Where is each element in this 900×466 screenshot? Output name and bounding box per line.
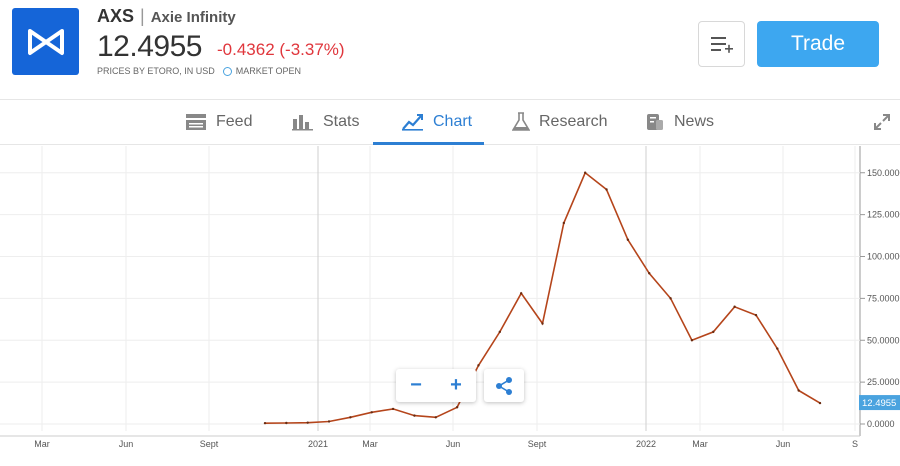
share-button[interactable] (484, 369, 524, 402)
asset-header: AXS | Axie Infinity 12.4955 -0.4362 (-3.37… (0, 0, 900, 100)
price-point (605, 188, 608, 191)
y-tick-label: 150.0000 (867, 168, 900, 178)
price-point (754, 313, 758, 317)
clock-icon (222, 66, 232, 76)
zoom-out-button[interactable]: − (410, 374, 422, 396)
asset-symbol: AXS (97, 6, 135, 26)
stats-icon (292, 115, 313, 131)
chart-icon (402, 114, 423, 131)
title-separator: | (140, 6, 145, 26)
y-tick-label: 25.0000 (867, 377, 900, 387)
x-tick-label: Jun (446, 439, 461, 449)
y-tick-label: 125.0000 (867, 210, 900, 220)
price-point (413, 414, 416, 417)
list-add-icon (710, 37, 733, 53)
news-icon (647, 114, 663, 130)
x-tick-label: Mar (362, 439, 378, 449)
market-status: MARKET OPEN (235, 66, 302, 76)
y-tick-label: 0.0000 (867, 419, 895, 429)
price-point (477, 364, 480, 367)
feed-icon (186, 114, 206, 130)
price-point (349, 416, 352, 419)
tab-stats[interactable]: Stats (292, 100, 359, 144)
tab-news-label: News (674, 113, 715, 130)
tab-chart[interactable]: Chart (402, 100, 472, 144)
x-tick-label: 2022 (636, 439, 656, 449)
price-point (626, 238, 630, 241)
asset-name: Axie Infinity (150, 9, 236, 26)
current-value-label: 12.4955 (862, 398, 896, 409)
tab-news[interactable]: News (645, 100, 714, 144)
price-point (263, 421, 267, 425)
price-chart[interactable]: 0.0000 25.0000 50.0000 75.0000 100.0000 125.0… (0, 146, 900, 461)
price-source-note: PRICES BY ETORO, IN USD (97, 66, 215, 76)
x-tick-label: S (852, 439, 858, 449)
zoom-controls: − + (396, 369, 476, 402)
price-point (797, 389, 800, 392)
x-tick-label: Mar (692, 439, 708, 449)
share-icon (496, 376, 512, 395)
current-value-badge (859, 395, 900, 411)
price-point (776, 347, 779, 350)
flask-icon (512, 112, 530, 131)
price-point (519, 292, 523, 295)
price-point (648, 272, 651, 275)
price-point (818, 401, 822, 405)
tab-chart-label: Chart (433, 113, 473, 130)
tab-research[interactable]: Research (512, 100, 607, 144)
fullscreen-button[interactable] (872, 112, 892, 137)
tab-stats-label: Stats (323, 113, 360, 130)
section-tabs: Feed Stats Chart Research News (0, 100, 900, 145)
price-point (306, 421, 309, 424)
x-tick-label: Jun (119, 439, 134, 449)
price-point (455, 406, 459, 409)
y-tick-label: 75.0000 (867, 293, 900, 303)
zoom-in-button[interactable]: + (450, 374, 462, 396)
price-point (285, 421, 288, 425)
price-point (562, 221, 566, 225)
x-tick-label: 2021 (308, 439, 328, 449)
price-point (690, 339, 694, 342)
asset-price: 12.4955 (97, 30, 202, 63)
active-tab-indicator (373, 142, 484, 145)
price-point (583, 171, 587, 174)
expand-icon (874, 114, 890, 130)
trade-button[interactable]: Trade (757, 21, 879, 67)
tab-research-label: Research (539, 113, 608, 130)
price-point (327, 420, 331, 423)
y-tick-label: 100.0000 (867, 252, 900, 262)
x-tick-label: Sept (200, 439, 219, 449)
price-point (712, 330, 715, 334)
asset-title: AXS | Axie Infinity (97, 6, 236, 27)
tab-feed-label: Feed (216, 113, 253, 130)
price-meta: PRICES BY ETORO, IN USD MARKET OPEN (97, 66, 301, 76)
price-point (434, 416, 437, 419)
axie-logo (12, 8, 79, 75)
x-tick-label: Sept (528, 439, 547, 449)
price-point (391, 407, 395, 411)
x-tick-label: Jun (776, 439, 791, 449)
price-point (733, 305, 736, 308)
chart-canvas: 0.0000 25.0000 50.0000 75.0000 100.0000 125.0… (0, 146, 900, 449)
add-to-watchlist-button[interactable] (698, 21, 745, 67)
price-change: -0.4362 (-3.37%) (217, 40, 345, 59)
price-point (370, 411, 373, 414)
tab-feed[interactable]: Feed (185, 100, 252, 144)
price-point (498, 330, 502, 334)
x-tick-label: Mar (34, 439, 50, 449)
y-tick-label: 50.0000 (867, 335, 900, 345)
price-point (541, 322, 544, 325)
price-point (669, 297, 672, 300)
